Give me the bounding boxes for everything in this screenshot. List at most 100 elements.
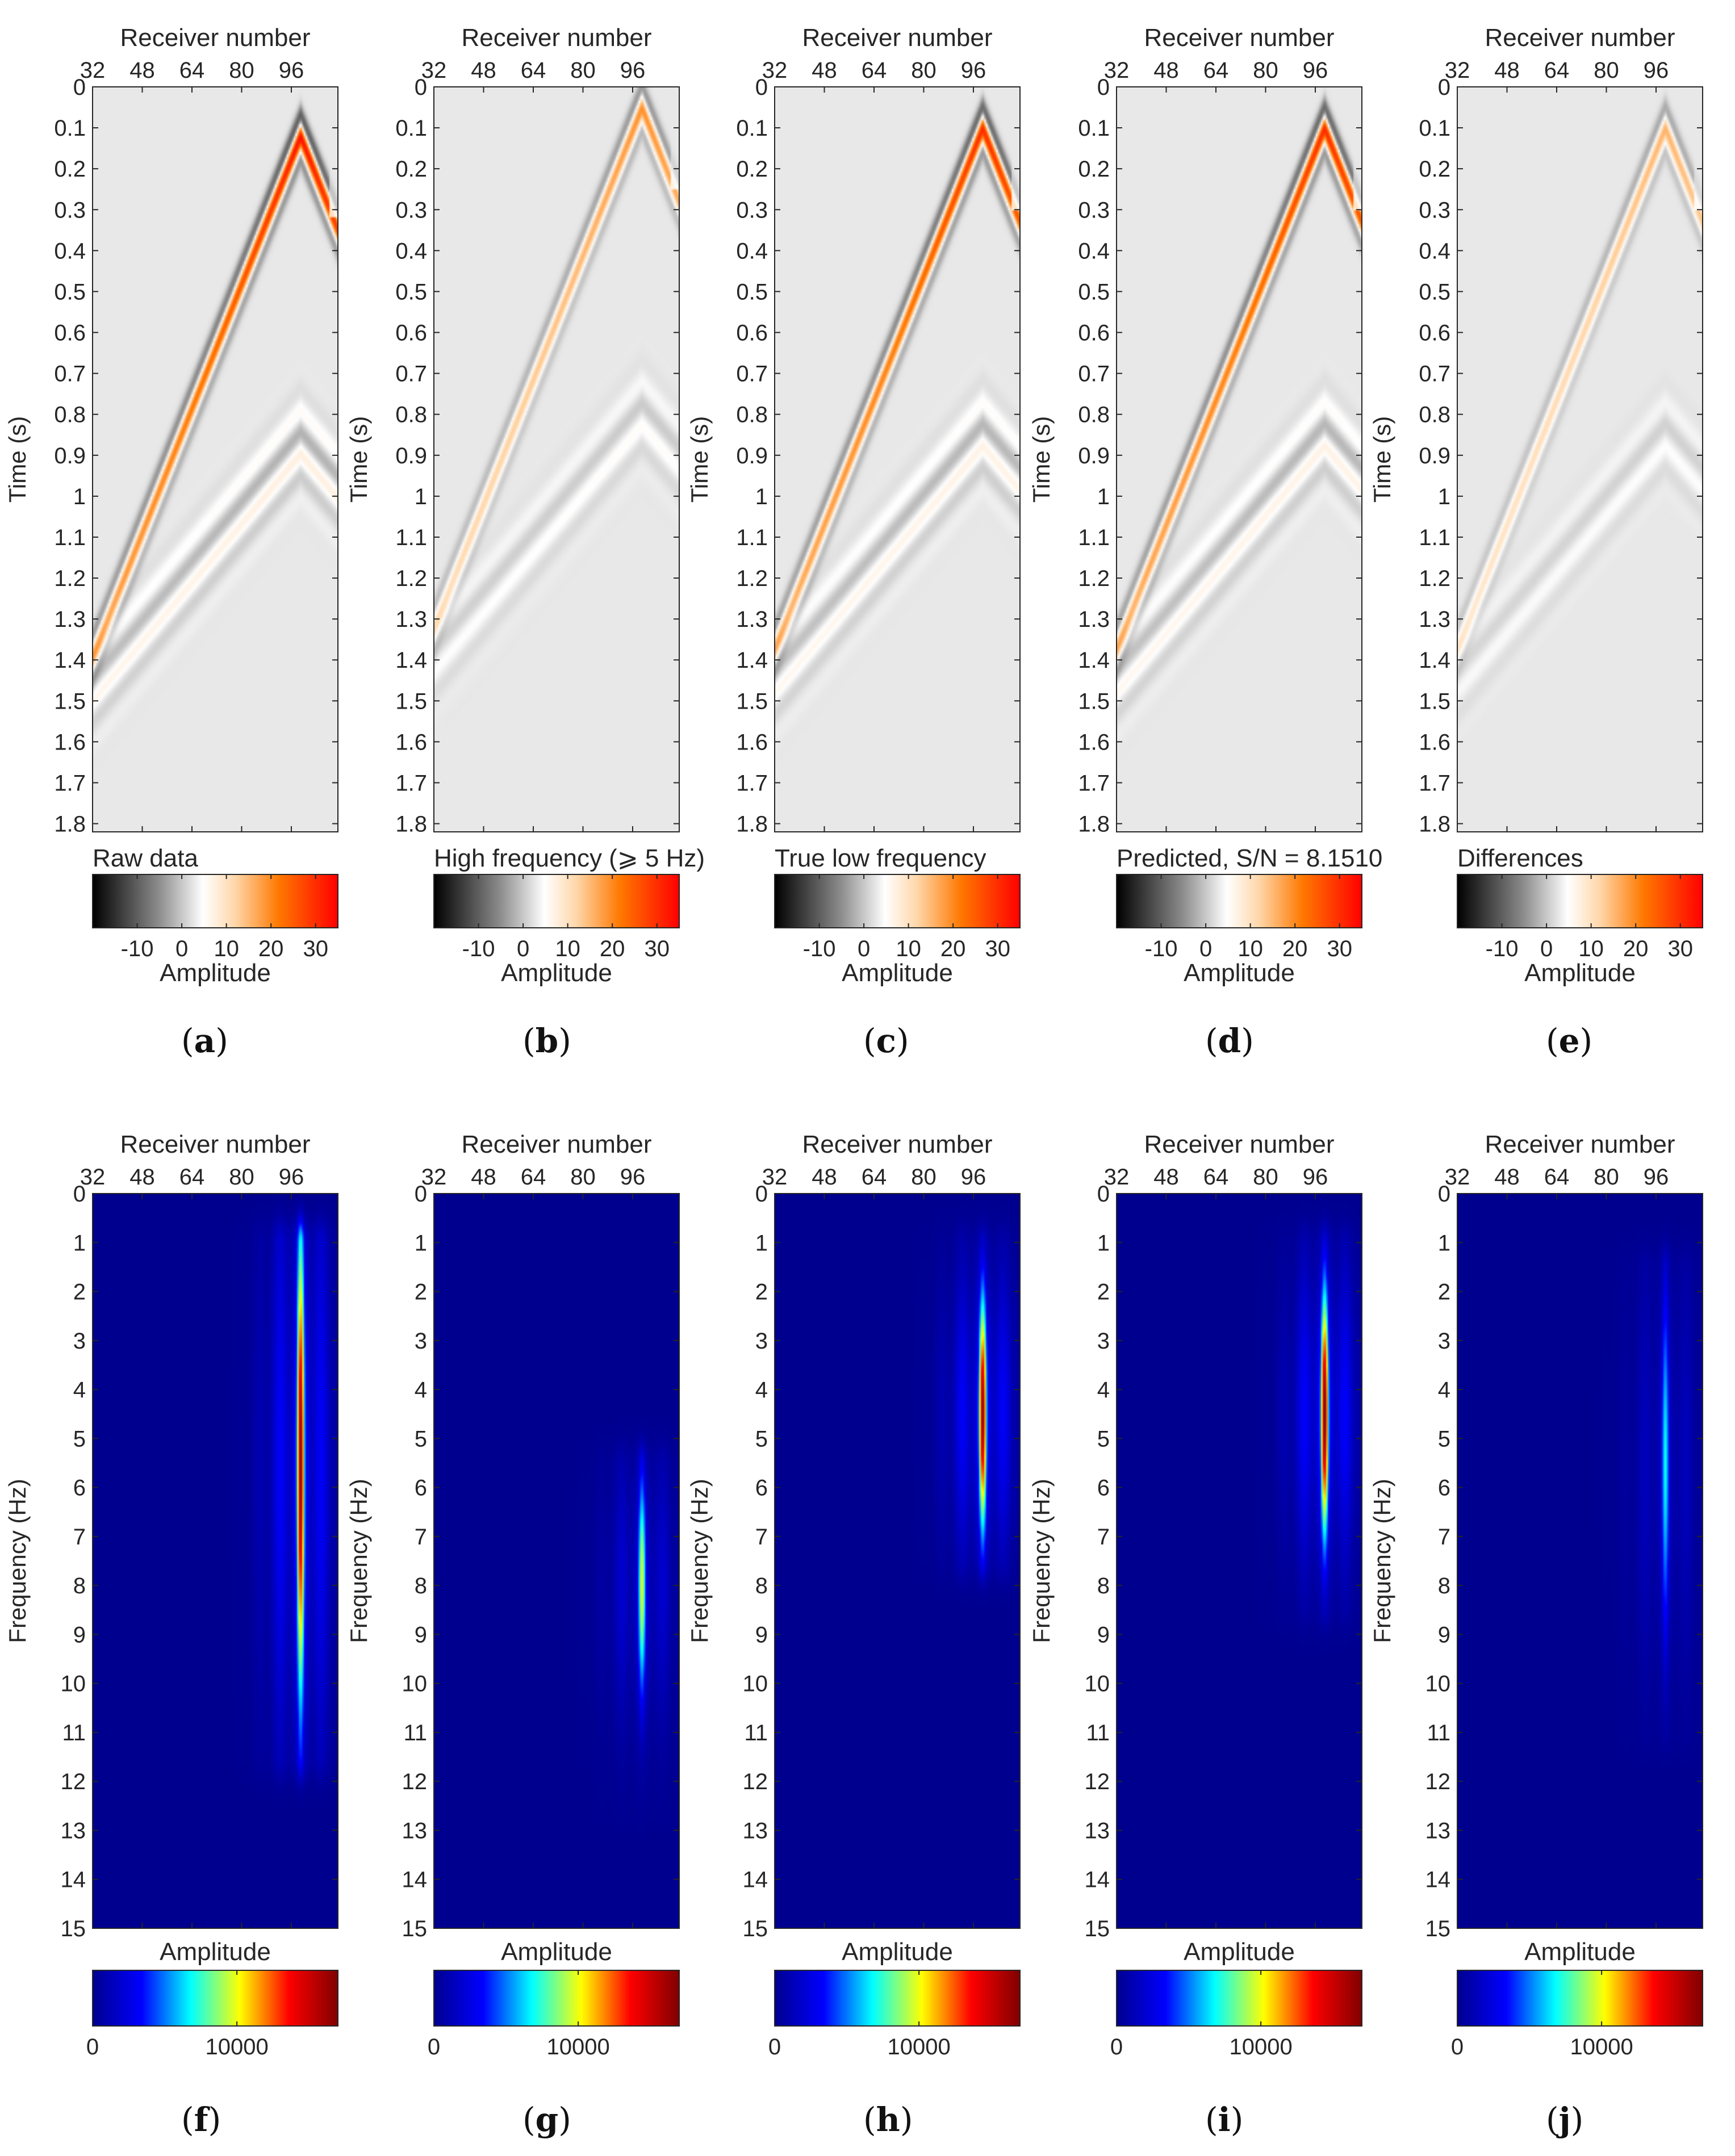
y-tick-label: 12 [743,1769,768,1794]
colorbar-tick-label: 0 [858,936,870,961]
colorbar-tick-label: 20 [600,936,625,961]
y-tick-label: 7 [755,1525,768,1550]
y-tick-label: 0.7 [1419,362,1450,387]
panel-title: Predicted, S/N = 8.1510 [1117,844,1382,872]
y-tick-label: 1 [1097,484,1110,509]
colorbar-tick-label: 30 [644,936,670,961]
y-tick-label: 12 [402,1769,428,1794]
y-tick-label: 0.5 [54,279,86,304]
y-tick-label: 1.8 [395,812,427,837]
colorbar-gradient [92,1970,338,2027]
x-tick-label: 64 [1544,58,1570,83]
y-tick-label: 0.7 [1078,362,1110,387]
plot-frame [433,1193,680,1929]
colorbar: 0 10000 [768,1970,1021,2059]
y-tick-label: 0.1 [395,116,427,141]
y-tick-label: 1.7 [54,771,86,796]
caption-g: (g) [522,2100,571,2139]
y-tick-label: 1.6 [1419,730,1450,755]
colorbar: 0 10000 [1110,1970,1362,2059]
y-tick-label: 0.6 [395,321,427,346]
colorbar-tick-label: 20 [1623,936,1649,961]
colorbar-gradient [1116,874,1362,928]
y-axis-label: Time (s) [1028,416,1055,503]
colorbar-tick-label: -10 [462,936,495,961]
y-tick-label: 11 [1427,1720,1450,1745]
y-tick-label: 0 [1438,75,1450,100]
x-tick-label: 80 [229,58,254,83]
y-tick-label: 0.5 [736,279,768,304]
colorbar-gradient [92,874,338,928]
y-tick-label: 0.8 [1078,403,1110,428]
y-tick-label: 1.4 [54,648,86,673]
colorbar-gradient [774,1970,1021,2027]
x-tick-label: 64 [521,58,546,83]
x-tick-label: 48 [471,58,496,83]
y-tick-label: 6 [415,1476,427,1501]
plot-frame [1457,1193,1703,1929]
y-tick-label: 0 [755,75,768,100]
y-tick-label: 0.9 [395,443,427,468]
colorbar-tick-label: 20 [1282,936,1308,961]
y-tick-label: 5 [1438,1426,1450,1451]
y-tick-label: 1.3 [1078,607,1110,632]
colorbar-label: Amplitude [501,959,612,987]
y-tick-label: 0.1 [736,116,768,141]
y-tick-label: 0.4 [54,238,86,263]
plot-frame [1116,86,1362,832]
y-tick-label: 7 [1438,1525,1450,1550]
y-tick-label: 1.6 [54,730,86,755]
x-tick-label: 96 [620,58,646,83]
y-tick-label: 6 [73,1476,86,1501]
x-tick-label: 96 [1644,58,1669,83]
colorbar-tick-label: 20 [258,936,284,961]
y-tick-label: 15 [743,1916,768,1941]
x-tick-label: 80 [1253,1165,1278,1190]
caption-j: (j) [1546,2100,1583,2139]
y-tick-label: 10 [402,1672,428,1697]
y-tick-label: 0.9 [1419,443,1450,468]
colorbar-tick-label: -10 [803,936,836,961]
colorbar-tick-label: -10 [1145,936,1178,961]
y-tick-label: 0.4 [1419,238,1450,263]
y-tick-label: 8 [1438,1573,1450,1598]
x-axis-label: Receiver number [802,24,992,52]
colorbar-tick-label: 0 [1540,936,1553,961]
y-tick-label: 14 [1425,1868,1451,1893]
panel-b: 32 48 64 80 96 Receiver number 0 0.1 0.2 0.3 0.4 0.… [345,24,705,1060]
y-tick-label: 1.2 [395,566,427,591]
x-tick-label: 64 [1203,58,1229,83]
colorbar-label: Amplitude [160,1938,271,1966]
y-tick-label: 2 [1097,1280,1110,1305]
colorbar-tick-label: 10 [896,936,921,961]
y-tick-label: 0 [73,1182,86,1207]
y-tick-label: 1.1 [1078,525,1110,550]
y-tick-label: 0.8 [1419,403,1450,428]
y-tick-label: 2 [1438,1280,1450,1305]
heatmap-image [93,87,338,832]
y-tick-label: 0.7 [54,362,86,387]
y-tick-label: 11 [62,1720,86,1745]
x-axis-label: Receiver number [1144,1131,1334,1158]
y-tick-label: 7 [415,1525,427,1550]
colorbar-tick-label: 10 [1578,936,1604,961]
x-tick-label: 96 [961,1165,986,1190]
x-tick-label: 96 [279,58,304,83]
colorbar-tick-label: 10000 [547,2034,610,2059]
y-tick-label: 1.4 [395,648,427,673]
y-tick-label: 0.4 [395,238,427,263]
y-axis-label: Frequency (Hz) [1028,1479,1055,1643]
x-tick-label: 80 [1594,1165,1619,1190]
y-tick-label: 13 [61,1818,86,1843]
y-tick-label: 1.1 [1419,525,1450,550]
y-tick-label: 7 [1097,1525,1110,1550]
y-tick-label: 6 [755,1476,768,1501]
y-tick-label: 0.5 [395,279,427,304]
colorbar-label: Amplitude [501,1938,612,1966]
y-tick-label: 0.8 [736,403,768,428]
plot-frame [774,1193,1021,1929]
y-tick-label: 14 [743,1868,768,1893]
colorbar: -10 0 10 20 30 Amplitude [1457,874,1703,987]
colorbar: -10 0 10 20 30 Amplitude [92,874,338,987]
